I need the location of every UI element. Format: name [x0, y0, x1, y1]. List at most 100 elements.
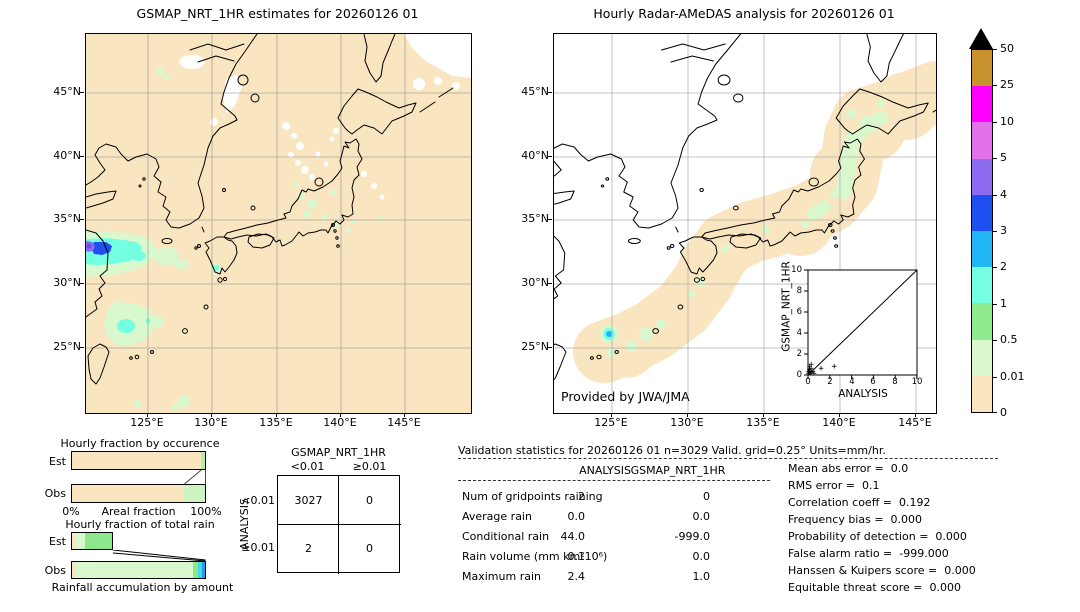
- colorbar-tick: 5: [1000, 151, 1007, 164]
- inset-y-tick: 6: [796, 307, 802, 317]
- colorbar-tick: 4: [1000, 188, 1007, 201]
- lon-tick: 145°E: [387, 416, 421, 429]
- est-row-label: Est: [49, 535, 66, 548]
- lon-tick: 145°E: [898, 416, 932, 429]
- radar-amedas-map: [538, 33, 973, 414]
- gsmap-gridlines: [86, 34, 471, 413]
- lat-tick: 25°N: [53, 340, 81, 353]
- contingency-table: 3027 0 2 0: [277, 475, 401, 574]
- colorbar-tick: 50: [1000, 42, 1014, 55]
- contingency-cell: 2: [305, 542, 312, 555]
- right-map-title: Hourly Radar-AMeDAS analysis for 2026012…: [593, 6, 895, 21]
- contingency-row-label: <0.01: [241, 494, 275, 507]
- colorbar-tick: 0.5: [1000, 333, 1018, 346]
- stat-analysis-value: 0.1: [567, 550, 586, 563]
- score-value: 0.000: [935, 530, 967, 543]
- lon-tick: 140°E: [822, 416, 856, 429]
- score-label: RMS error =: [788, 479, 855, 492]
- colorbar-tick: 1: [1000, 297, 1007, 310]
- colorbar: [971, 49, 993, 413]
- stat-row-label: Maximum rain: [462, 570, 541, 583]
- inset-x-tick: 10: [911, 377, 923, 387]
- occurrence-chart-title: Hourly fraction by occurence: [60, 437, 220, 450]
- colorbar-segment: [972, 158, 992, 195]
- totalrain-obs-bar: [71, 561, 206, 579]
- stat-gsmap-value: 1.0: [692, 570, 711, 583]
- left-map-title: GSMAP_NRT_1HR estimates for 20260126 01: [136, 6, 419, 21]
- colorbar-segment: [972, 50, 992, 87]
- inset-axes-decorations: [804, 269, 918, 379]
- score-label: Mean abs error =: [788, 462, 884, 475]
- score-line: RMS error = 0.1: [788, 479, 879, 493]
- score-line: Equitable threat score = 0.000: [788, 581, 961, 595]
- score-line: Correlation coeff = 0.192: [788, 496, 931, 510]
- x-min-label: 0%: [62, 505, 80, 518]
- stat-gsmap-value: 0.0: [692, 550, 711, 563]
- score-value: 0.192: [899, 496, 931, 509]
- score-line: Mean abs error = 0.0: [788, 462, 908, 476]
- inset-y-tick: 4: [796, 328, 802, 338]
- score-line: Frequency bias = 0.000: [788, 513, 922, 527]
- lon-tick: 130°E: [670, 416, 704, 429]
- inset-y-tick: 10: [791, 265, 802, 275]
- inset-x-tick: 8: [892, 377, 898, 387]
- lat-tick: 35°N: [521, 212, 549, 225]
- score-line: Hanssen & Kuipers score = 0.000: [788, 564, 976, 578]
- lat-tick: 35°N: [53, 212, 81, 225]
- occurrence-obs-bar: [71, 484, 206, 503]
- contingency-row-label: ≥0.01: [241, 541, 275, 554]
- score-label: Frequency bias =: [788, 513, 884, 526]
- colorbar-segment: [972, 267, 992, 304]
- colorbar-tick: 25: [1000, 78, 1014, 91]
- lon-tick: 125°E: [130, 416, 164, 429]
- lat-tick: 30°N: [53, 276, 81, 289]
- lat-tick: 45°N: [53, 85, 81, 98]
- lat-tick: 40°N: [521, 149, 549, 162]
- inset-y-tick: 2: [796, 349, 802, 359]
- stats-col-gsmap: GSMAP_NRT_1HR: [630, 464, 726, 477]
- inset-y-tick: 0: [796, 370, 802, 380]
- score-label: False alarm ratio =: [788, 547, 893, 560]
- totalrain-chart-title: Hourly fraction of total rain: [65, 518, 215, 531]
- stats-header: Validation statistics for 20260126 01 n=…: [458, 444, 886, 457]
- divider: [458, 480, 770, 481]
- totalrain-connector: [112, 550, 206, 561]
- lon-tick: 140°E: [323, 416, 357, 429]
- inset-y-tick: 8: [796, 286, 802, 296]
- colorbar-segment: [972, 86, 992, 123]
- map-credit: Provided by JWA/JMA: [561, 389, 690, 404]
- inset-x-tick: 2: [827, 377, 833, 387]
- score-label: Equitable threat score =: [788, 581, 923, 594]
- colorbar-tick: 2: [1000, 260, 1007, 273]
- lon-tick: 130°E: [194, 416, 228, 429]
- stat-row-label: Rain volume (mm km²10⁶): [462, 550, 608, 563]
- colorbar-segment: [972, 194, 992, 231]
- stat-gsmap-value: -999.0: [674, 530, 710, 543]
- x-max-label: 100%: [190, 505, 222, 518]
- stat-analysis-value: 2: [578, 490, 585, 503]
- stat-row-label: Average rain: [462, 510, 532, 523]
- totalrain-x-axis-label: Rainfall accumulation by amount: [51, 581, 234, 594]
- score-value: -999.000: [899, 547, 949, 560]
- score-line: False alarm ratio = -999.000: [788, 547, 949, 561]
- stats-col-analysis: ANALYSIS: [579, 464, 631, 477]
- contingency-row-group: ANALYSIS: [238, 498, 251, 550]
- est-row-label: Est: [49, 455, 66, 468]
- score-label: Correlation coeff =: [788, 496, 892, 509]
- stat-analysis-value: 2.4: [567, 570, 586, 583]
- gsmap-precip-shading: [86, 67, 384, 411]
- gsmap-precip-map: [85, 33, 472, 414]
- occurrence-x-axis-label: Areal fraction: [101, 505, 176, 518]
- score-value: 0.000: [944, 564, 976, 577]
- score-value: 0.000: [929, 581, 961, 594]
- occurrence-connector: [184, 470, 206, 484]
- inset-x-axis-label: ANALYSIS: [838, 388, 888, 400]
- colorbar-tick: 0.01: [1000, 370, 1025, 383]
- lat-tick: 30°N: [521, 276, 549, 289]
- inset-x-tick: 4: [849, 377, 855, 387]
- score-value: 0.000: [890, 513, 923, 526]
- lon-tick: 125°E: [594, 416, 628, 429]
- occurrence-est-bar: [71, 451, 206, 470]
- lon-tick: 135°E: [259, 416, 293, 429]
